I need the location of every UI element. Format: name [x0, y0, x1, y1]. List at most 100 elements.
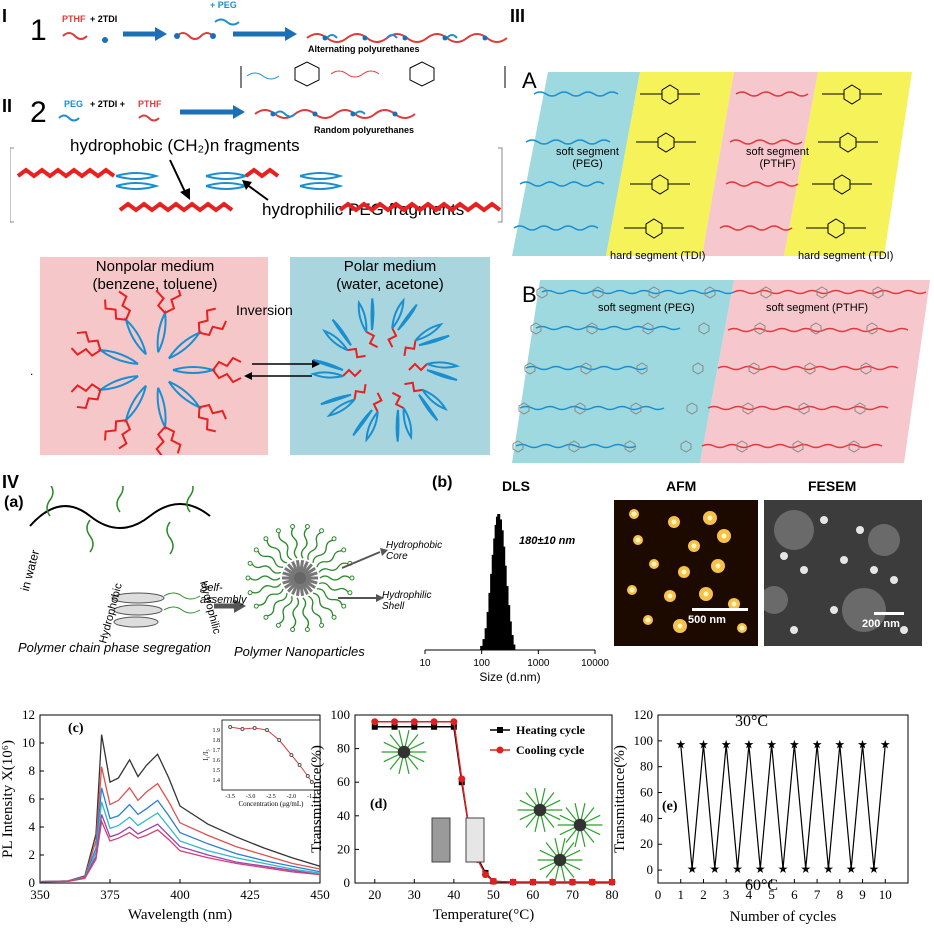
chart-e-ytick: 100 [634, 733, 654, 748]
panel-a-label-iv: (a) [4, 494, 24, 511]
fesem-particle [830, 606, 838, 614]
fesem-particle [780, 552, 788, 560]
star-micelle [397, 745, 411, 759]
fesem-title: FESEM [808, 478, 857, 494]
chart-c-xlabel: Wavelength (nm) [128, 907, 232, 923]
inset-ytick: 1.4 [213, 778, 221, 784]
inset-xtick: -1.5 [307, 794, 317, 800]
tdi-label-2: + 2TDI + [90, 99, 126, 109]
chart-c-label: (c) [68, 721, 84, 736]
pl-series-line [39, 734, 321, 883]
micelle-diagrams [70, 290, 460, 455]
inset-ytick: 1.6 [213, 758, 221, 764]
cycle-point: ★ [778, 862, 789, 876]
hard-segment-label-1: hard segment (TDI) [610, 250, 706, 262]
fesem-pore [842, 588, 886, 632]
cycle-point: ★ [812, 738, 823, 752]
heating-point [431, 723, 438, 730]
chart-d-label: (d) [370, 797, 387, 812]
fesem-pore [774, 510, 814, 550]
chart-d-xtick: 40 [447, 887, 460, 902]
chart-e-xlabel: Number of cycles [730, 909, 837, 925]
normal-micelle [310, 297, 460, 443]
tdi-rings-b [512, 286, 884, 453]
cooling-point [391, 718, 399, 726]
fesem-particle [890, 576, 898, 584]
cooling-point [568, 878, 576, 886]
chart-e-frame [657, 714, 909, 884]
star-micelle [553, 853, 567, 867]
random-chain [254, 109, 416, 119]
cycle-point: ★ [744, 738, 755, 752]
chart-c-xtick: 400 [170, 887, 190, 902]
inset-ytick: 1.5 [213, 768, 221, 774]
pl-series-line [39, 766, 321, 883]
cooling-point [529, 878, 537, 886]
random-caption: Random polyurethanes [314, 125, 415, 135]
polar-title: Polar medium [343, 258, 437, 275]
cycle-point: ★ [789, 738, 800, 752]
pthf-label-2: PTHF [138, 99, 162, 109]
cooling-point [608, 878, 616, 886]
segregation-diagram [10, 147, 503, 223]
label-30c: 30°C [735, 713, 768, 730]
inset-xlabel: Concentration (μg/mL) [239, 800, 305, 808]
dls-bar [505, 586, 509, 650]
label-60c: 60°C [745, 877, 778, 894]
fesem-image: 200 nm [764, 500, 922, 646]
inset-point [240, 727, 245, 731]
hydrophobic-core-label: Hydrophobic Core [386, 540, 443, 562]
chart-e-ytick: 20 [640, 836, 653, 851]
cycle-point: ★ [687, 862, 698, 876]
chart-e-ytick: 40 [640, 810, 653, 825]
cooling-point [371, 718, 379, 726]
chart-e-ytick: 60 [640, 785, 653, 800]
nanoparticle [245, 524, 355, 632]
cycle-line [680, 744, 886, 869]
alternating-caption: Alternating polyurethanes [308, 44, 420, 54]
reverse-micelle [70, 290, 242, 455]
chart-e-ytick: 120 [634, 707, 654, 722]
section-label-iii: III [510, 6, 526, 26]
inset-ytick: 1.9 [213, 728, 221, 734]
chart-d-ylabel: Transmittance(%) [309, 745, 325, 853]
star-micelle [573, 818, 587, 832]
nonpolar-medium-box [40, 257, 268, 455]
tdi-rings [624, 84, 882, 239]
fesem-particle [820, 516, 828, 524]
scheme-number-1: 1 [30, 14, 47, 47]
chart-d-xtick: 70 [566, 887, 579, 902]
cycle-point: ★ [732, 862, 743, 876]
chart-d-xtick: 20 [368, 887, 381, 902]
scheme-number-2: 2 [30, 96, 47, 129]
inset-xtick: -2.5 [266, 794, 276, 800]
panel-a-label: A [522, 68, 537, 93]
pthf-label: PTHF [62, 14, 86, 24]
prepolymer-chain [176, 32, 214, 40]
inset-point [264, 728, 269, 732]
chart-d-ytick: 20 [337, 841, 350, 856]
graft-chains [46, 486, 194, 555]
panel-b-label: B [522, 282, 537, 307]
nanoparticles-caption: Polymer Nanoparticles [234, 644, 365, 659]
inset-point [309, 780, 314, 784]
chart-e-xtick: 0 [655, 887, 662, 902]
inset-xtick: -2.0 [287, 794, 297, 800]
chart-c-ytick: 6 [29, 791, 36, 806]
inset-point [305, 774, 310, 778]
fesem-particle [790, 626, 798, 634]
in-water-label: in water [20, 548, 42, 592]
segment-diagram [512, 72, 930, 463]
chart-c-ylabel: PL Intensity X(10⁶) [0, 740, 16, 858]
inset-ylabel: I₁/I₃ [202, 749, 210, 761]
chart-c-ytick: 10 [22, 735, 35, 750]
chart-e-label: (e) [662, 799, 678, 814]
dls-bar [490, 573, 494, 650]
fesem-pore [764, 586, 788, 614]
phase-segregation-caption: Polymer chain phase segregation [18, 640, 211, 655]
polar-medium-box [290, 257, 490, 455]
dls-bar [512, 644, 516, 650]
chart-d-xtick: 60 [526, 887, 539, 902]
cycle-point: ★ [721, 738, 732, 752]
pl-series-line [39, 814, 321, 883]
